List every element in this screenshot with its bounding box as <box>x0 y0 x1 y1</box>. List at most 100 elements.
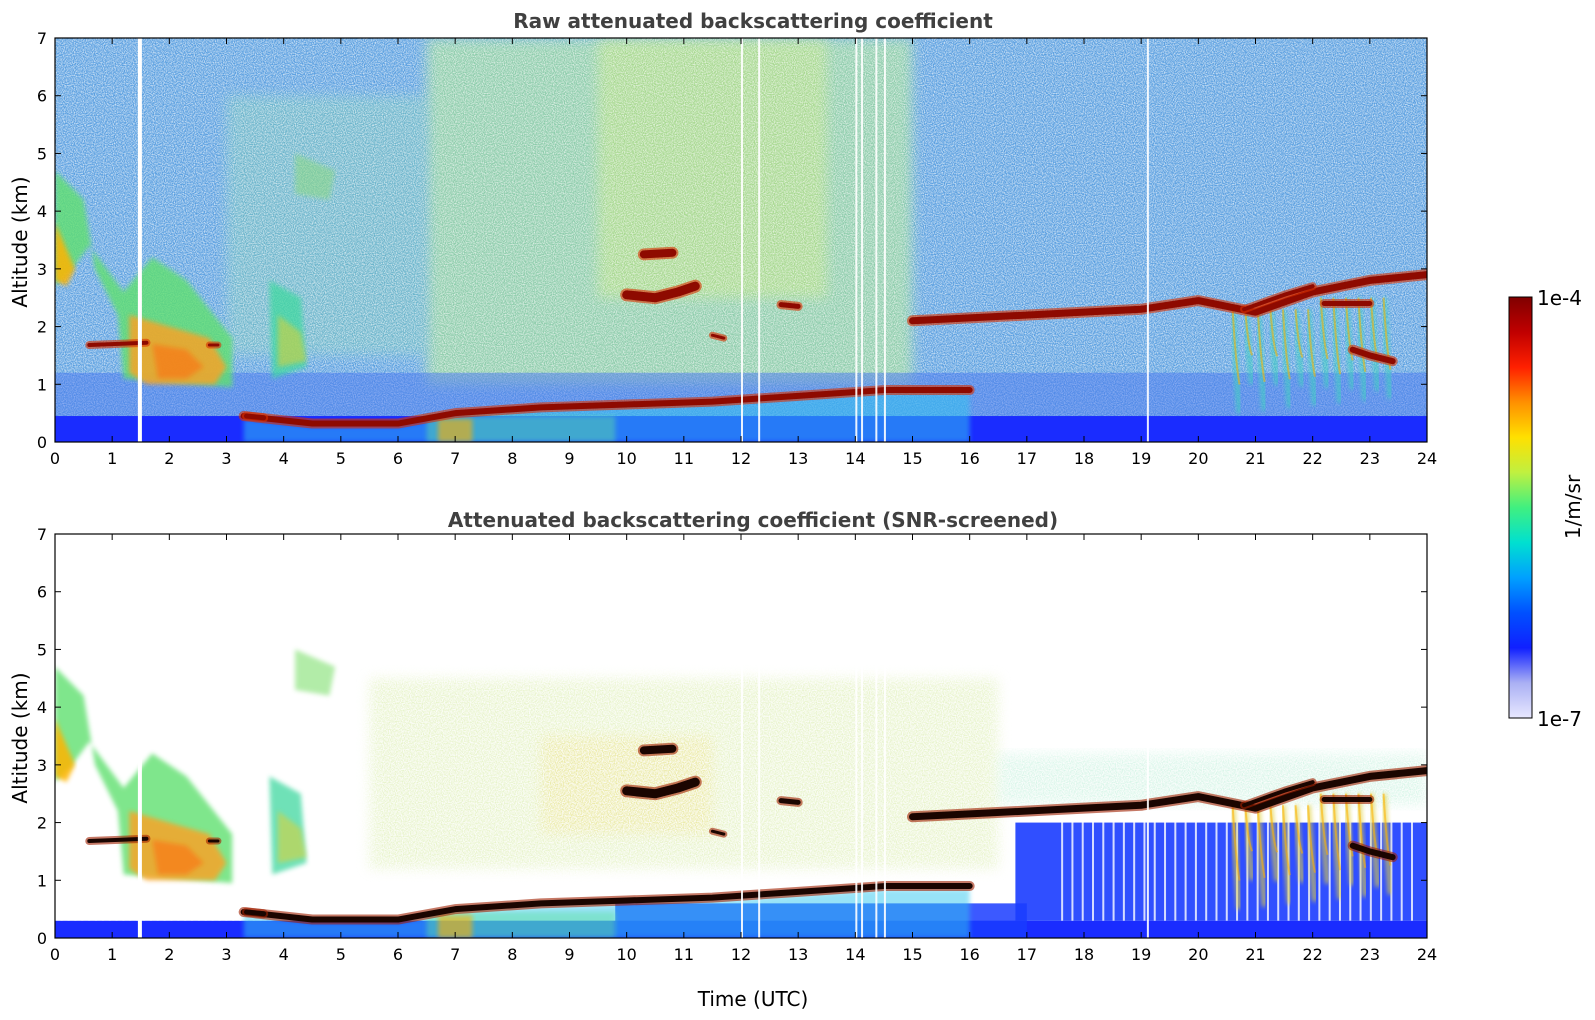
colorbar-min-label: 1e-7 <box>1537 707 1582 731</box>
screened-stripe <box>1215 811 1218 921</box>
missing-data-line <box>883 534 886 938</box>
cloud-layer <box>909 767 1427 821</box>
screened-stripe <box>1081 811 1084 921</box>
screened-stripe <box>1410 811 1413 921</box>
x-tick-label: 19 <box>1131 449 1151 468</box>
cloud-layer <box>909 271 1427 325</box>
missing-data-band <box>137 534 142 938</box>
y-tick-label: 5 <box>37 640 47 659</box>
virga-streak <box>1281 805 1291 876</box>
cloud-patch <box>639 248 677 259</box>
y-tick-label: 3 <box>37 260 47 279</box>
heatmap-screened <box>55 534 1427 938</box>
virga-streak <box>1307 309 1316 377</box>
x-tick-label: 4 <box>279 945 289 964</box>
virga-streak <box>1256 309 1266 382</box>
missing-data-line <box>861 534 864 938</box>
cloud-patch <box>778 302 801 309</box>
screened-stripe <box>1328 811 1331 921</box>
screened-stripe <box>252 695 255 921</box>
y-axis: 0 1 2 3 4 5 6 7 <box>37 525 1427 948</box>
screened-stripe <box>1256 811 1259 921</box>
x-axis: 0 1 2 3 4 5 6 7 8 9 10 11 12 13 14 15 16 17 18 19 20 21 22 23 24 <box>50 534 1437 964</box>
missing-data-line <box>855 38 858 442</box>
x-tick-label: 22 <box>1302 449 1322 468</box>
y-tick-label: 1 <box>37 871 47 890</box>
screened-stripe <box>74 695 77 921</box>
x-tick-label: 9 <box>564 449 574 468</box>
x-tick-label: 23 <box>1360 449 1380 468</box>
x-tick-label: 10 <box>616 449 636 468</box>
heatmap-raw <box>55 38 1427 442</box>
y-axis: 0 1 2 3 4 5 6 7 <box>37 29 1427 452</box>
x-tick-label: 9 <box>564 945 574 964</box>
panel-snr-screened: Attenuated backscattering coefficient (S… <box>8 508 1437 1011</box>
screened-stripe <box>1061 811 1064 921</box>
colorbar: 1e-4 1e-7 1/m/sr <box>1508 286 1585 731</box>
virga-streak <box>1256 805 1266 878</box>
boundary-layer-aerosol <box>438 914 473 938</box>
x-tick-label: 0 <box>50 449 60 468</box>
aerosol-plume <box>295 649 336 696</box>
cloud-layer <box>244 413 267 421</box>
x-tick-label: 20 <box>1188 945 1208 964</box>
y-tick-label: 6 <box>37 583 47 602</box>
x-tick-label: 19 <box>1131 945 1151 964</box>
x-tick-label: 21 <box>1245 449 1265 468</box>
x-tick-label: 24 <box>1417 449 1437 468</box>
y-tick-label: 2 <box>37 814 47 833</box>
x-tick-label: 7 <box>450 449 460 468</box>
screened-stripe <box>67 695 70 921</box>
aerosol-plume <box>152 343 204 379</box>
cloud-patch <box>1349 842 1396 861</box>
screened-stripe <box>1266 811 1269 921</box>
missing-data-line <box>875 534 878 938</box>
x-tick-label: 1 <box>107 449 117 468</box>
x-tick-label: 0 <box>50 945 60 964</box>
y-tick-label: 0 <box>37 929 47 948</box>
screened-stripe <box>1400 811 1403 921</box>
screened-gap <box>55 888 267 921</box>
missing-data-line <box>875 38 878 442</box>
aerosol-plume <box>152 839 204 875</box>
screened-stripe <box>1205 811 1208 921</box>
missing-data-line <box>741 534 743 938</box>
x-tick-label: 16 <box>959 945 979 964</box>
screened-stripe <box>101 695 104 921</box>
virga-streak <box>1269 805 1279 853</box>
screened-stripe <box>1390 811 1393 921</box>
screened-stripe <box>239 695 242 921</box>
screened-stripe <box>1194 811 1197 921</box>
x-tick-label: 13 <box>788 945 808 964</box>
x-tick-label: 12 <box>731 945 751 964</box>
x-tick-label: 15 <box>902 449 922 468</box>
x-tick-label: 3 <box>221 449 231 468</box>
x-tick-label: 18 <box>1074 945 1094 964</box>
x-tick-label: 7 <box>450 945 460 964</box>
screened-stripe <box>259 695 262 921</box>
cloud-patch <box>1242 780 1315 808</box>
virga-streak <box>1294 309 1304 358</box>
screened-stripe <box>1092 811 1095 921</box>
x-tick-label: 6 <box>393 945 403 964</box>
colorbar-max-label: 1e-4 <box>1537 286 1582 310</box>
x-tick-label: 8 <box>507 449 517 468</box>
aerosol-plume <box>55 718 76 783</box>
x-axis: 0 1 2 3 4 5 6 7 8 9 10 11 12 13 14 15 16 17 18 19 20 21 22 23 24 <box>50 38 1437 468</box>
screened-stripe <box>211 695 214 921</box>
x-tick-label: 5 <box>336 945 346 964</box>
cloud-layer <box>244 909 267 917</box>
y-tick-label: 4 <box>37 202 47 221</box>
x-tick-label: 10 <box>616 945 636 964</box>
screened-stripe <box>1133 811 1136 921</box>
x-tick-label: 16 <box>959 449 979 468</box>
y-tick-label: 4 <box>37 698 47 717</box>
x-tick-label: 1 <box>107 945 117 964</box>
missing-data-line <box>883 38 886 442</box>
cloud-layer <box>87 340 149 348</box>
cloud-patch <box>1349 346 1396 365</box>
screened-stripe <box>1380 811 1383 921</box>
screened-stripe <box>1225 811 1228 921</box>
x-axis-label: Time (UTC) <box>697 987 809 1011</box>
aerosol-plume <box>277 811 307 863</box>
